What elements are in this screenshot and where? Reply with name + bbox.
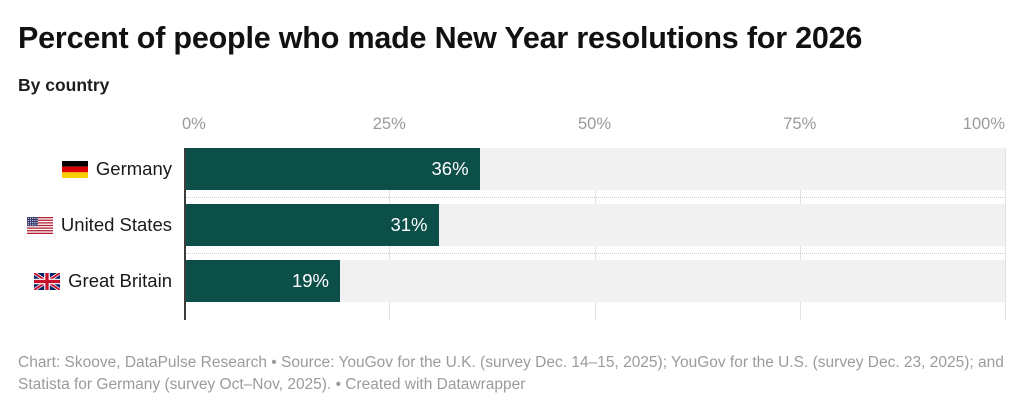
category-name: Great Britain bbox=[68, 270, 172, 291]
y-axis-baseline bbox=[184, 148, 186, 320]
bar[interactable]: 31% bbox=[184, 204, 439, 246]
x-axis-tick-100pct: 100% bbox=[962, 115, 1005, 133]
x-axis-tick-25pct: 25% bbox=[372, 115, 406, 133]
bar-row[interactable]: 19% bbox=[184, 260, 1005, 302]
x-axis-tick-75pct: 75% bbox=[783, 115, 817, 133]
category-label-row: Great Britain bbox=[34, 260, 172, 302]
flag-united-states-icon bbox=[26, 216, 53, 234]
bar-row[interactable]: 36% bbox=[184, 148, 1005, 190]
row-separator bbox=[184, 253, 1005, 255]
gridline-100 bbox=[1005, 148, 1006, 320]
bar[interactable]: 36% bbox=[184, 148, 480, 190]
category-name: United States bbox=[60, 214, 172, 235]
page-title: Percent of people who made New Year reso… bbox=[18, 21, 863, 55]
flag-great-britain-icon bbox=[34, 272, 61, 290]
chart-subtitle: By country bbox=[18, 75, 110, 95]
bar-row[interactable]: 31% bbox=[184, 204, 1005, 246]
category-label-row: United States bbox=[26, 204, 172, 246]
row-separator bbox=[184, 197, 1005, 199]
category-label-row: Germany bbox=[61, 148, 172, 190]
plot-area: 36% 31% 19% bbox=[184, 148, 1006, 320]
bar-rows: 36% 31% 19% bbox=[184, 148, 1005, 320]
flag-germany-icon bbox=[61, 160, 88, 178]
bar-value-label: 19% bbox=[291, 270, 329, 291]
x-axis-tick-50pct: 50% bbox=[577, 115, 612, 133]
bar[interactable]: 19% bbox=[184, 260, 340, 302]
bar-value-label: 31% bbox=[390, 214, 428, 235]
category-labels: Germany United States Great Britain bbox=[0, 148, 172, 320]
x-axis-tick-0pct: 0% bbox=[182, 115, 206, 133]
x-axis-tick-labels: 0% 25% 50% 75% 100% bbox=[182, 114, 1005, 136]
bar-value-label: 36% bbox=[431, 158, 469, 179]
chart-footer-note: Chart: Skoove, DataPulse Research • Sour… bbox=[18, 354, 1004, 393]
category-name: Germany bbox=[95, 158, 172, 179]
